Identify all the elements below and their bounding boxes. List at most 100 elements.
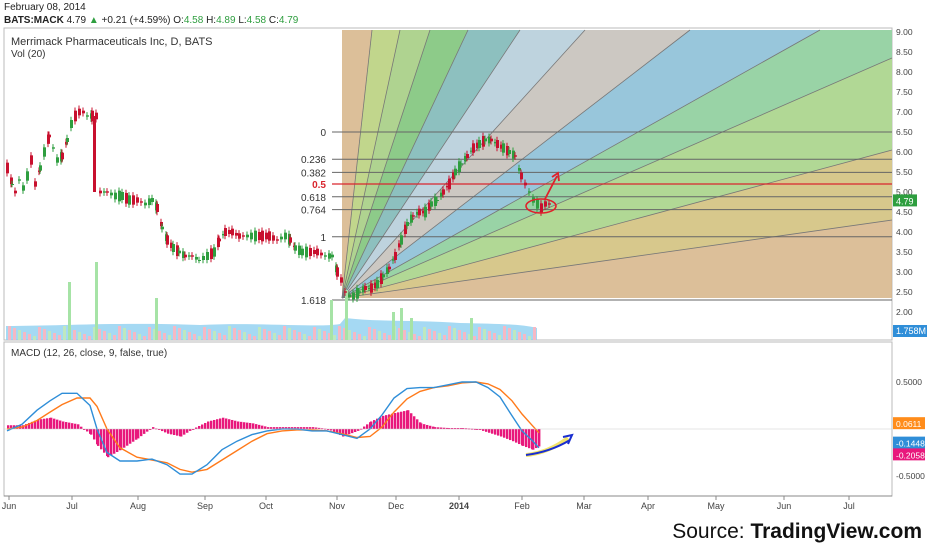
fan-ray	[341, 219, 893, 299]
candle-body	[404, 224, 407, 234]
candle-body	[358, 291, 361, 293]
volume-bar	[263, 329, 266, 340]
macd-histogram-bar	[149, 429, 152, 430]
macd-histogram-bar	[25, 424, 28, 429]
macd-histogram-bar	[213, 419, 216, 429]
macd-histogram-bar	[86, 429, 89, 432]
volume-bar	[243, 332, 246, 340]
volume-bar	[233, 328, 236, 340]
macd-histogram-bar	[243, 422, 246, 429]
candle-body	[218, 238, 221, 242]
volume-bar	[98, 329, 101, 340]
high-label: H:	[206, 15, 217, 26]
volume-bar	[173, 326, 176, 340]
x-tick-label: Mar	[576, 501, 592, 511]
macd-histogram-bar	[479, 429, 482, 430]
macd-histogram-bar	[186, 429, 189, 433]
volume-bar	[148, 327, 151, 340]
macd-histogram-bar	[485, 429, 488, 432]
candle-body	[484, 138, 487, 142]
volume-bar	[103, 331, 106, 340]
candle-body	[452, 172, 455, 180]
candle-body	[331, 254, 334, 258]
macd-axis[interactable]: 0.5000 -0.5000 0.0611 -0.1448-0.2058	[893, 377, 925, 481]
volume-bar	[438, 333, 441, 340]
candle-body	[478, 140, 481, 148]
volume-bar	[228, 326, 231, 340]
macd-histogram-bar	[273, 427, 276, 429]
macd-histogram-bar	[426, 424, 429, 429]
candle-body	[161, 226, 164, 230]
macd-pane[interactable]	[3, 341, 893, 497]
volume-bar	[253, 336, 256, 340]
candle-body	[289, 237, 292, 243]
candle-body	[52, 147, 55, 149]
macd-value-tag-label: -0.1448	[896, 439, 925, 449]
volume-bar	[453, 328, 456, 340]
volume-bar	[248, 334, 251, 340]
candle-body	[235, 232, 238, 236]
candle-body	[30, 155, 33, 165]
volume-bar	[508, 328, 511, 340]
candle-body	[6, 162, 9, 174]
volume-bar	[468, 334, 471, 340]
candle-body	[472, 143, 475, 153]
candle-body	[125, 192, 128, 204]
macd-histogram-bar	[494, 429, 497, 435]
candle-body	[276, 239, 279, 241]
macd-histogram-bar	[173, 429, 176, 436]
macd-histogram-bar	[440, 427, 443, 429]
symbol-quote-line: BATS:MACK 4.79 ▲ +0.21 (+4.59%) O:4.58 H…	[4, 15, 298, 26]
volume-spike	[68, 282, 71, 340]
macd-histogram-bar	[460, 428, 463, 430]
volume-bars	[6, 262, 537, 340]
candle-body	[140, 201, 143, 203]
candle-body	[544, 201, 547, 207]
volume-bar	[18, 330, 21, 340]
candle-body	[34, 181, 37, 187]
volume-bar	[153, 329, 156, 340]
fan-ray	[341, 29, 821, 299]
x-tick-label: Jul	[66, 501, 78, 511]
volume-bar	[458, 330, 461, 340]
candle-body	[11, 184, 14, 185]
fan-ray	[341, 29, 431, 299]
price-tick-label: 2.50	[896, 287, 913, 297]
volume-bar	[38, 327, 41, 340]
candle-body	[184, 254, 187, 258]
x-tick-label: Jun	[2, 501, 17, 511]
candle-body	[99, 190, 102, 194]
macd-histogram-bar	[407, 410, 410, 429]
macd-histogram-bar	[518, 429, 521, 445]
symbol: BATS:MACK	[4, 15, 64, 26]
volume-spike	[400, 308, 403, 340]
price-tick-label: 6.00	[896, 147, 913, 157]
candle-body	[394, 252, 397, 260]
volume-spike	[410, 318, 413, 340]
candle-body	[74, 110, 77, 122]
macd-value-tag	[893, 417, 925, 430]
candle-body	[222, 234, 225, 236]
volume-bar	[418, 336, 421, 340]
volume-bar	[488, 331, 491, 340]
price-tick-label: 4.00	[896, 227, 913, 237]
macd-histogram-bar	[252, 423, 255, 429]
price-axis[interactable]: 9.00 8.50 8.00 7.50 7.00 6.50 6.00 5.50 5.00 4.50…	[893, 27, 927, 337]
candle-body	[382, 274, 385, 278]
candle-body	[148, 198, 151, 206]
candle-body	[170, 242, 173, 248]
volume-bar	[443, 335, 446, 340]
candle-body	[128, 195, 131, 205]
volume-bar	[433, 331, 436, 340]
volume-bar	[208, 329, 211, 340]
macd-histogram-bar	[429, 425, 432, 429]
macd-tick-label: -0.5000	[896, 471, 925, 481]
price-tick-label: 4.50	[896, 207, 913, 217]
macd-histogram-bar	[512, 429, 515, 442]
macd-histogram-bar	[474, 428, 477, 430]
volume-bar	[483, 329, 486, 340]
last-price: 4.79	[66, 15, 87, 26]
time-axis[interactable]: Jun Jul Aug Sep Oct Nov Dec 2014 Feb Mar Apr May Jun…	[2, 496, 855, 511]
macd-histogram-bar	[336, 429, 339, 434]
